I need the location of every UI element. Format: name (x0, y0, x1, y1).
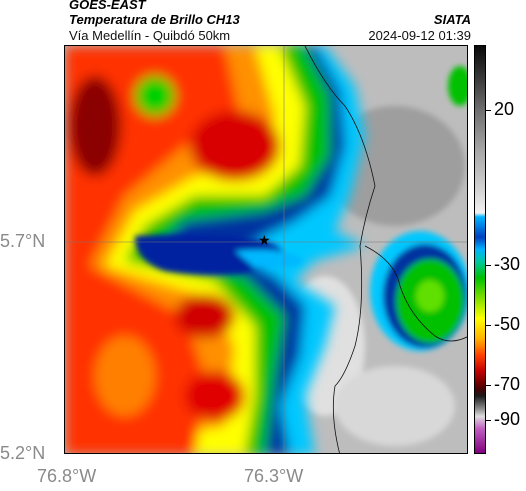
satellite-map: ★ (64, 45, 468, 454)
colorbar-tick (486, 420, 491, 421)
colorbar-tick (486, 385, 491, 386)
colorbar-label-m70: -70 (494, 374, 521, 394)
lon-label-763: 76.3°W (244, 466, 304, 486)
colorbar-label-20: 20 (494, 99, 515, 119)
lat-label-57: 5.7°N (0, 231, 46, 251)
map-svg: ★ (65, 46, 467, 453)
star-icon: ★ (258, 233, 271, 249)
lat-label-52: 5.2°N (0, 443, 46, 463)
source-label: SIATA (433, 12, 471, 27)
coastline (304, 46, 376, 453)
region-label: Vía Medellín - Quibdó 50km (69, 28, 231, 43)
colorbar-label-m30: -30 (494, 254, 521, 274)
colorbar-tick (486, 325, 491, 326)
satellite-title: GOES-EAST (69, 0, 146, 12)
colorbar-tick (486, 110, 491, 111)
cloud-cell-east (370, 66, 467, 351)
cloud-mass-west (65, 46, 365, 453)
datetime-label: 2024-09-12 01:39 (368, 28, 471, 43)
colorbar-tick (486, 265, 491, 266)
colorbar (474, 45, 486, 454)
colorbar-label-m90: -90 (494, 409, 521, 429)
border-line (364, 245, 467, 342)
cold-band (135, 234, 305, 275)
colorbar-label-m50: -50 (494, 314, 521, 334)
lon-label-768: 76.8°W (37, 466, 97, 486)
product-title: Temperatura de Brillo CH13 (69, 12, 240, 27)
